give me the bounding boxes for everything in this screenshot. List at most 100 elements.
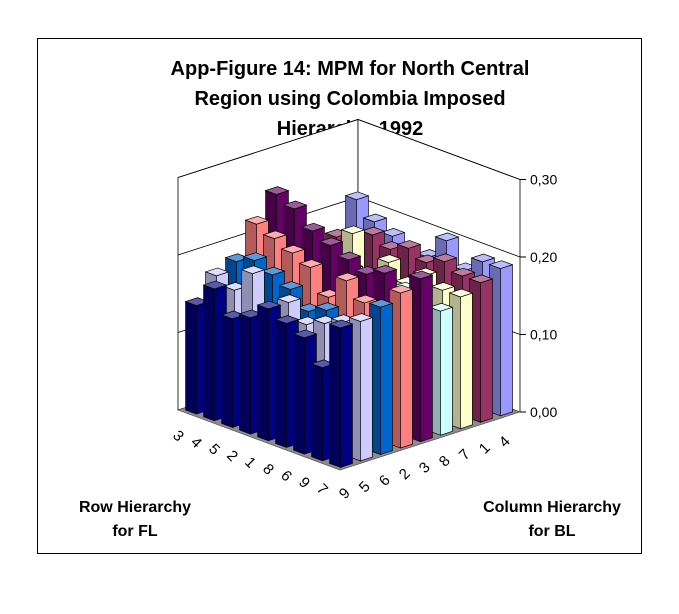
- bar-left-face: [275, 318, 287, 448]
- bar-top-face: [434, 232, 460, 242]
- row-tick-label: 4: [187, 434, 205, 452]
- bar-right-face: [480, 278, 493, 423]
- bar: [468, 274, 494, 423]
- bar-top-face: [340, 225, 366, 235]
- col-tick-label: 4: [496, 433, 514, 451]
- col-tick-label: 3: [416, 459, 434, 477]
- bar-top-face: [380, 228, 406, 237]
- chart-frame: [37, 38, 642, 554]
- bar-right-face: [440, 306, 453, 436]
- gridline: [177, 119, 521, 180]
- bar-top-face: [292, 329, 318, 339]
- col-axis-title-line-1: Column Hierarchy: [483, 499, 621, 516]
- bar-top-face: [468, 274, 494, 284]
- col-tick-label: 8: [436, 452, 454, 470]
- bar-top-face: [240, 265, 266, 275]
- bar-left-face: [203, 284, 215, 422]
- bar-right-face: [500, 264, 513, 417]
- bar-top-face: [372, 265, 398, 274]
- bar-top-face: [278, 281, 304, 290]
- bar: [448, 288, 474, 430]
- bar-top-face: [256, 300, 282, 310]
- bar-right-face: [400, 288, 413, 449]
- bar-top-face: [336, 251, 362, 261]
- bar-top-face: [344, 191, 370, 201]
- bar: [488, 260, 514, 417]
- chart-title-line-1: App-Figure 14: MPM for North Central: [170, 58, 530, 80]
- col-tick-label: 1: [476, 440, 494, 458]
- bar-top-face: [202, 280, 228, 290]
- bar-top-face: [264, 186, 290, 195]
- bar-top-face: [362, 213, 388, 223]
- row-tick-label: 8: [259, 461, 277, 479]
- row-tick-label: 5: [205, 441, 223, 459]
- bar: [348, 313, 374, 462]
- bar-top-face: [280, 244, 306, 254]
- bar-top-face: [428, 302, 454, 312]
- bar-top-face: [488, 260, 514, 269]
- bar-top-face: [470, 253, 496, 263]
- bar-top-face: [448, 288, 474, 298]
- z-tick-label: 0,20: [530, 249, 557, 265]
- col-axis-title: Column Hierarchy for BL: [462, 496, 642, 544]
- bar-top-face: [376, 254, 402, 263]
- row-axis-title-line-1: Row Hierarchy: [78, 499, 192, 516]
- bar: [328, 319, 354, 468]
- bar-left-face: [311, 363, 323, 462]
- row-axis-title-line-2: for FL: [112, 523, 158, 540]
- bar-top-face: [242, 252, 268, 261]
- bar-right-face: [460, 292, 473, 430]
- bar-right-face: [340, 323, 353, 468]
- bar-top-face: [334, 272, 360, 282]
- bar-left-face: [257, 304, 269, 442]
- bar-left-face: [221, 314, 233, 428]
- chart-title-line-2: Region using Colombia Imposed: [194, 88, 506, 110]
- bar-right-face: [360, 317, 373, 462]
- row-tick-label: 9: [295, 474, 313, 492]
- bar-top-face: [300, 222, 326, 232]
- bar-top-face: [450, 267, 476, 277]
- bar-top-face: [260, 266, 286, 276]
- bar-top-face: [204, 267, 230, 277]
- col-tick-label: 9: [336, 485, 354, 503]
- bar-top-face: [314, 302, 340, 311]
- bar-top-face: [352, 294, 378, 304]
- row-tick-label: 7: [313, 481, 331, 499]
- col-tick-label: 5: [356, 478, 374, 496]
- row-tick-label: 6: [277, 467, 295, 485]
- row-tick-label: 1: [241, 454, 259, 472]
- bar-top-face: [348, 313, 374, 322]
- bar-left-face: [329, 323, 341, 468]
- bar-left-face: [185, 301, 197, 415]
- row-tick-label: 3: [169, 427, 187, 445]
- col-tick-label: 6: [376, 472, 394, 490]
- bar-top-face: [274, 315, 300, 324]
- bar-right-face: [380, 302, 393, 455]
- bar-top-face: [318, 237, 344, 246]
- bar-top-face: [430, 282, 456, 291]
- bar-top-face: [360, 226, 386, 236]
- row-tick-label: 2: [223, 447, 241, 465]
- bar-top-face: [328, 319, 354, 329]
- bar-top-face: [244, 215, 270, 225]
- col-axis-title-line-2: for BL: [528, 523, 576, 540]
- bar-top-face: [282, 200, 308, 210]
- bar: [368, 299, 394, 456]
- bar-top-face: [276, 294, 302, 303]
- bar-right-face: [420, 274, 433, 443]
- bar-top-face: [262, 230, 288, 239]
- bar: [408, 270, 434, 443]
- bar-top-face: [408, 270, 434, 280]
- bar-top-face: [298, 259, 324, 268]
- bar-top-face: [368, 299, 394, 308]
- z-tick-label: 0,10: [530, 326, 557, 342]
- row-axis-title: Row Hierarchy for FL: [55, 496, 215, 544]
- bar-top-face: [388, 284, 414, 294]
- bar-left-face: [293, 333, 305, 455]
- bar-top-face: [432, 253, 458, 263]
- z-tick-label: 0,30: [530, 171, 557, 187]
- bar: [428, 302, 454, 436]
- z-tick-label: 0,00: [530, 404, 557, 420]
- col-tick-label: 2: [396, 465, 414, 483]
